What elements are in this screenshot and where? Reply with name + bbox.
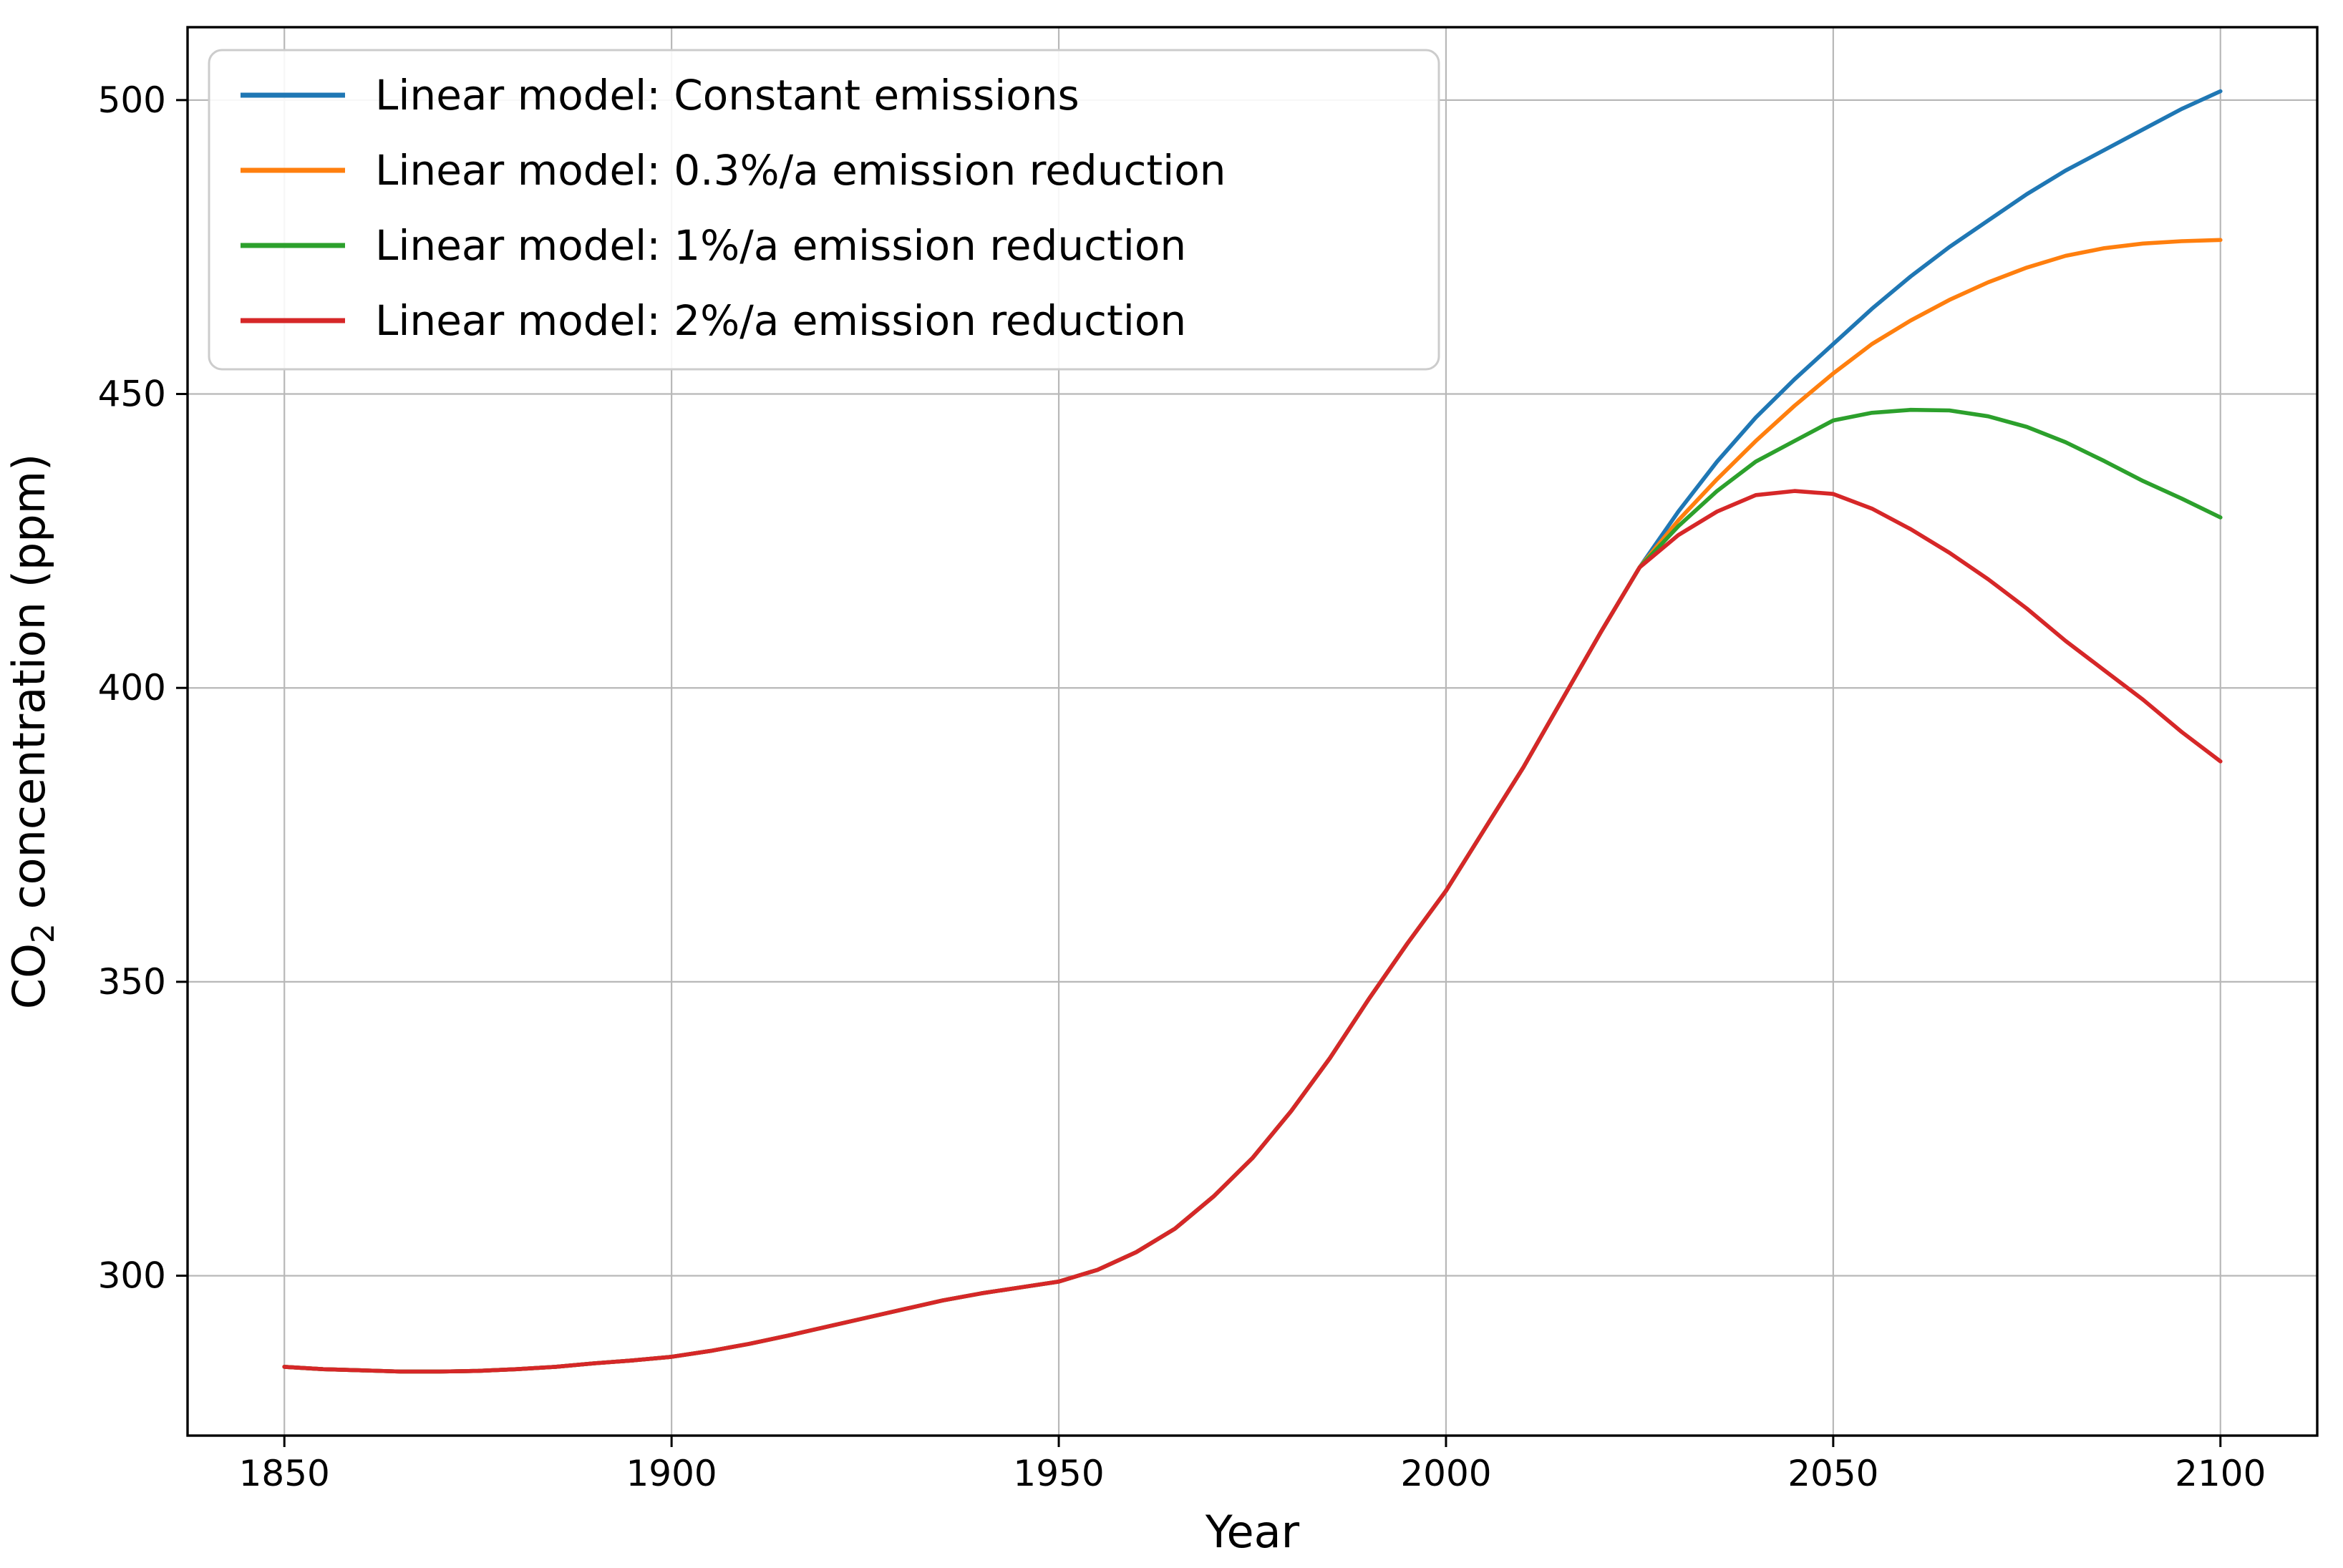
y-axis-label: CO2 concentration (ppm): [3, 454, 62, 1009]
x-axis-label: Year: [1205, 1506, 1300, 1558]
legend-box: [208, 49, 1440, 371]
series-group: [282, 89, 2223, 1374]
legend-label-1: Linear model: 0.3%/a emission reduction: [375, 146, 1226, 195]
legend: Linear model: Constant emissions Linear m…: [208, 49, 1440, 371]
ticks: 1850 1900 1950 2000 2050 2100 300 350 400 450 500: [98, 79, 2266, 1494]
xtick-label-1850: 1850: [239, 1453, 330, 1494]
xtick-label-2100: 2100: [2175, 1453, 2266, 1494]
series-line-3: [282, 489, 2223, 1374]
axes-spines: [186, 26, 2319, 1437]
xtick-label-2000: 2000: [1400, 1453, 1491, 1494]
ytick-label-400: 400: [98, 667, 166, 708]
ytick-label-350: 350: [98, 961, 166, 1003]
legend-label-2: Linear model: 1%/a emission reduction: [375, 221, 1186, 270]
legend-label-0: Linear model: Constant emissions: [375, 71, 1080, 120]
xtick-label-2050: 2050: [1787, 1453, 1878, 1494]
xtick-label-1900: 1900: [626, 1453, 717, 1494]
ytick-label-500: 500: [98, 79, 166, 121]
legend-label-3: Linear model: 2%/a emission reduction: [375, 296, 1186, 345]
xtick-label-1950: 1950: [1013, 1453, 1104, 1494]
ytick-label-450: 450: [98, 374, 166, 415]
ytick-label-300: 300: [98, 1255, 166, 1297]
